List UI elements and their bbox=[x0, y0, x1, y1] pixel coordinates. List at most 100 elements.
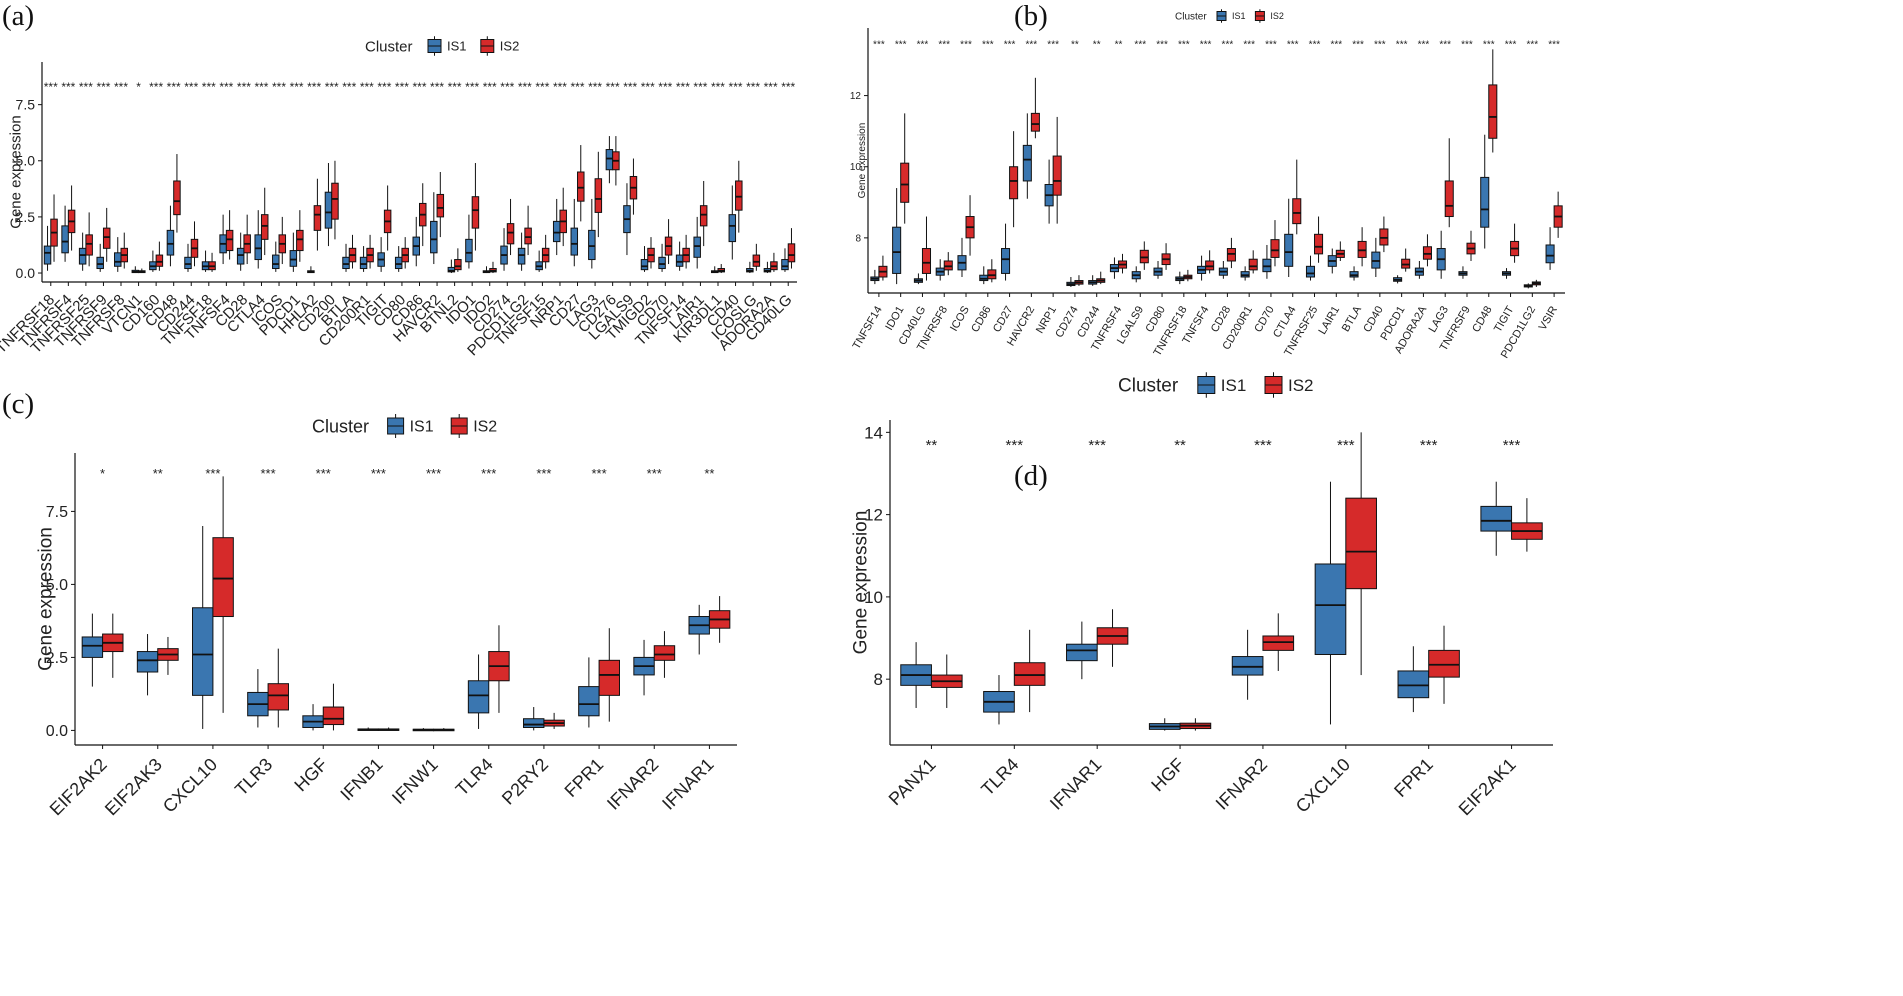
significance-label: *** bbox=[1396, 40, 1408, 51]
box-body bbox=[454, 259, 462, 271]
boxplot-panel-b: 8 10 12 Gene expression Cluster IS1 IS2 *** TNFS… bbox=[0, 0, 1903, 390]
box-body bbox=[322, 706, 345, 726]
box-body bbox=[136, 651, 159, 673]
significance-label: *** bbox=[371, 466, 386, 481]
box-is2-lag3 bbox=[1444, 138, 1454, 228]
box-is1-cd70 bbox=[658, 243, 666, 272]
box-is1-hhla2 bbox=[307, 266, 315, 274]
significance-label: *** bbox=[395, 80, 409, 94]
box-body bbox=[1314, 233, 1324, 255]
box-is2-tnfrsf8 bbox=[120, 232, 129, 269]
box-is2-tlr4 bbox=[1013, 629, 1046, 713]
y-axis-label: Gene expression bbox=[850, 511, 871, 655]
box-is1-tnfrsf25 bbox=[1305, 255, 1316, 281]
box-body bbox=[96, 256, 104, 270]
box-body bbox=[289, 250, 298, 267]
box-is1-ifnar1 bbox=[1066, 621, 1098, 680]
significance-label: *** bbox=[1047, 40, 1059, 51]
box-body bbox=[430, 220, 438, 254]
box-is2-panx1 bbox=[930, 654, 963, 708]
box-is1-lgals9 bbox=[1131, 266, 1141, 283]
box-body bbox=[1428, 649, 1460, 678]
x-tick-label-fpr1: FPR1 bbox=[1390, 754, 1437, 801]
x-tick-label-tlr4: TLR4 bbox=[977, 754, 1022, 799]
significance-label: ** bbox=[1071, 40, 1079, 51]
significance-label: *** bbox=[606, 80, 620, 94]
significance-label: *** bbox=[1088, 437, 1106, 454]
box-body bbox=[892, 226, 902, 274]
box-body bbox=[578, 686, 600, 717]
box-is1-lgals9 bbox=[623, 183, 631, 256]
significance-label: *** bbox=[1374, 40, 1386, 51]
box-is1-pdcd1 bbox=[1393, 275, 1403, 284]
box-is1-cxcl10 bbox=[192, 526, 214, 729]
significance-label: *** bbox=[1309, 40, 1321, 51]
legend-item-is2: IS2 bbox=[1288, 376, 1314, 395]
significance-label: *** bbox=[1265, 40, 1277, 51]
x-tick-label-panx1: PANX1 bbox=[885, 754, 940, 809]
box-is2-cd48 bbox=[173, 154, 181, 233]
box-body bbox=[1545, 244, 1555, 264]
box-is1-pdcd1 bbox=[289, 232, 298, 272]
box-is2-cd200r1 bbox=[1248, 250, 1258, 274]
box-is2-adora2a bbox=[770, 252, 778, 272]
box-is2-tnfrsf9 bbox=[102, 207, 111, 262]
box-body bbox=[184, 256, 192, 270]
box-is1-tnfrsf9 bbox=[96, 243, 104, 272]
significance-label: * bbox=[100, 466, 105, 481]
significance-label: *** bbox=[360, 80, 374, 94]
box-is1-cd70 bbox=[1262, 244, 1272, 279]
legend-item-is2: IS2 bbox=[473, 419, 497, 436]
significance-label: *** bbox=[764, 80, 778, 94]
significance-label: *** bbox=[1287, 40, 1299, 51]
legend-item-is1: IS1 bbox=[1221, 376, 1247, 395]
box-is2-ifnar1 bbox=[708, 596, 731, 643]
significance-label: *** bbox=[219, 80, 233, 94]
box-is1-lair1 bbox=[1327, 248, 1337, 274]
box-is2-cd40lg bbox=[921, 216, 932, 281]
significance-label: *** bbox=[184, 80, 198, 94]
box-body bbox=[296, 229, 304, 252]
box-is1-ifnar2 bbox=[1231, 629, 1264, 700]
box-is2-tnfsf14 bbox=[682, 234, 690, 269]
box-is2-pdcd1lg2 bbox=[1531, 279, 1541, 287]
x-tick-label-ifnar2: IFNAR2 bbox=[1212, 754, 1271, 813]
significance-label: *** bbox=[202, 80, 216, 94]
box-is2-cd48 bbox=[1488, 49, 1498, 153]
box-is1-cd244 bbox=[184, 243, 192, 272]
box-body bbox=[570, 227, 579, 256]
significance-label: *** bbox=[1178, 40, 1190, 51]
box-body bbox=[524, 227, 532, 245]
category-group-fpr1: *** FPR1 bbox=[1390, 437, 1460, 801]
box-is2-tnfrsf25 bbox=[85, 212, 93, 267]
box-body bbox=[212, 537, 234, 618]
box-is1-adora2a bbox=[763, 261, 772, 274]
box-body bbox=[78, 247, 87, 265]
box-is2-ctla4 bbox=[1292, 159, 1302, 235]
significance-label: *** bbox=[1222, 40, 1234, 51]
box-body bbox=[921, 248, 932, 274]
y-tick-label: 10 bbox=[864, 588, 883, 607]
box-is2-eif2ak1 bbox=[1511, 498, 1543, 552]
box-is2-eif2ak2 bbox=[102, 613, 124, 678]
box-body bbox=[254, 234, 262, 261]
box-is2-cd274 bbox=[1074, 275, 1084, 286]
box-body bbox=[61, 225, 69, 254]
significance-label: *** bbox=[1254, 437, 1272, 454]
box-is1-havcr2 bbox=[1022, 113, 1032, 199]
significance-label: ** bbox=[1115, 40, 1123, 51]
box-is2-tnfrsf18 bbox=[50, 194, 58, 262]
box-is1-hgf bbox=[1148, 718, 1181, 731]
y-tick-label: 8 bbox=[855, 233, 861, 244]
box-is2-lair1 bbox=[1335, 241, 1345, 261]
significance-label: *** bbox=[1505, 40, 1517, 51]
box-is1-ido1 bbox=[892, 188, 902, 285]
box-is1-tnfsf4 bbox=[219, 214, 227, 265]
significance-label: *** bbox=[1420, 437, 1438, 454]
box-is2-tlr4 bbox=[488, 625, 510, 713]
category-group-eif2ak1: *** EIF2AK1 bbox=[1455, 437, 1543, 819]
box-is1-cd27 bbox=[1001, 223, 1011, 281]
box-is1-cd200r1 bbox=[359, 246, 368, 272]
significance-label: *** bbox=[412, 80, 426, 94]
box-body bbox=[653, 645, 676, 661]
